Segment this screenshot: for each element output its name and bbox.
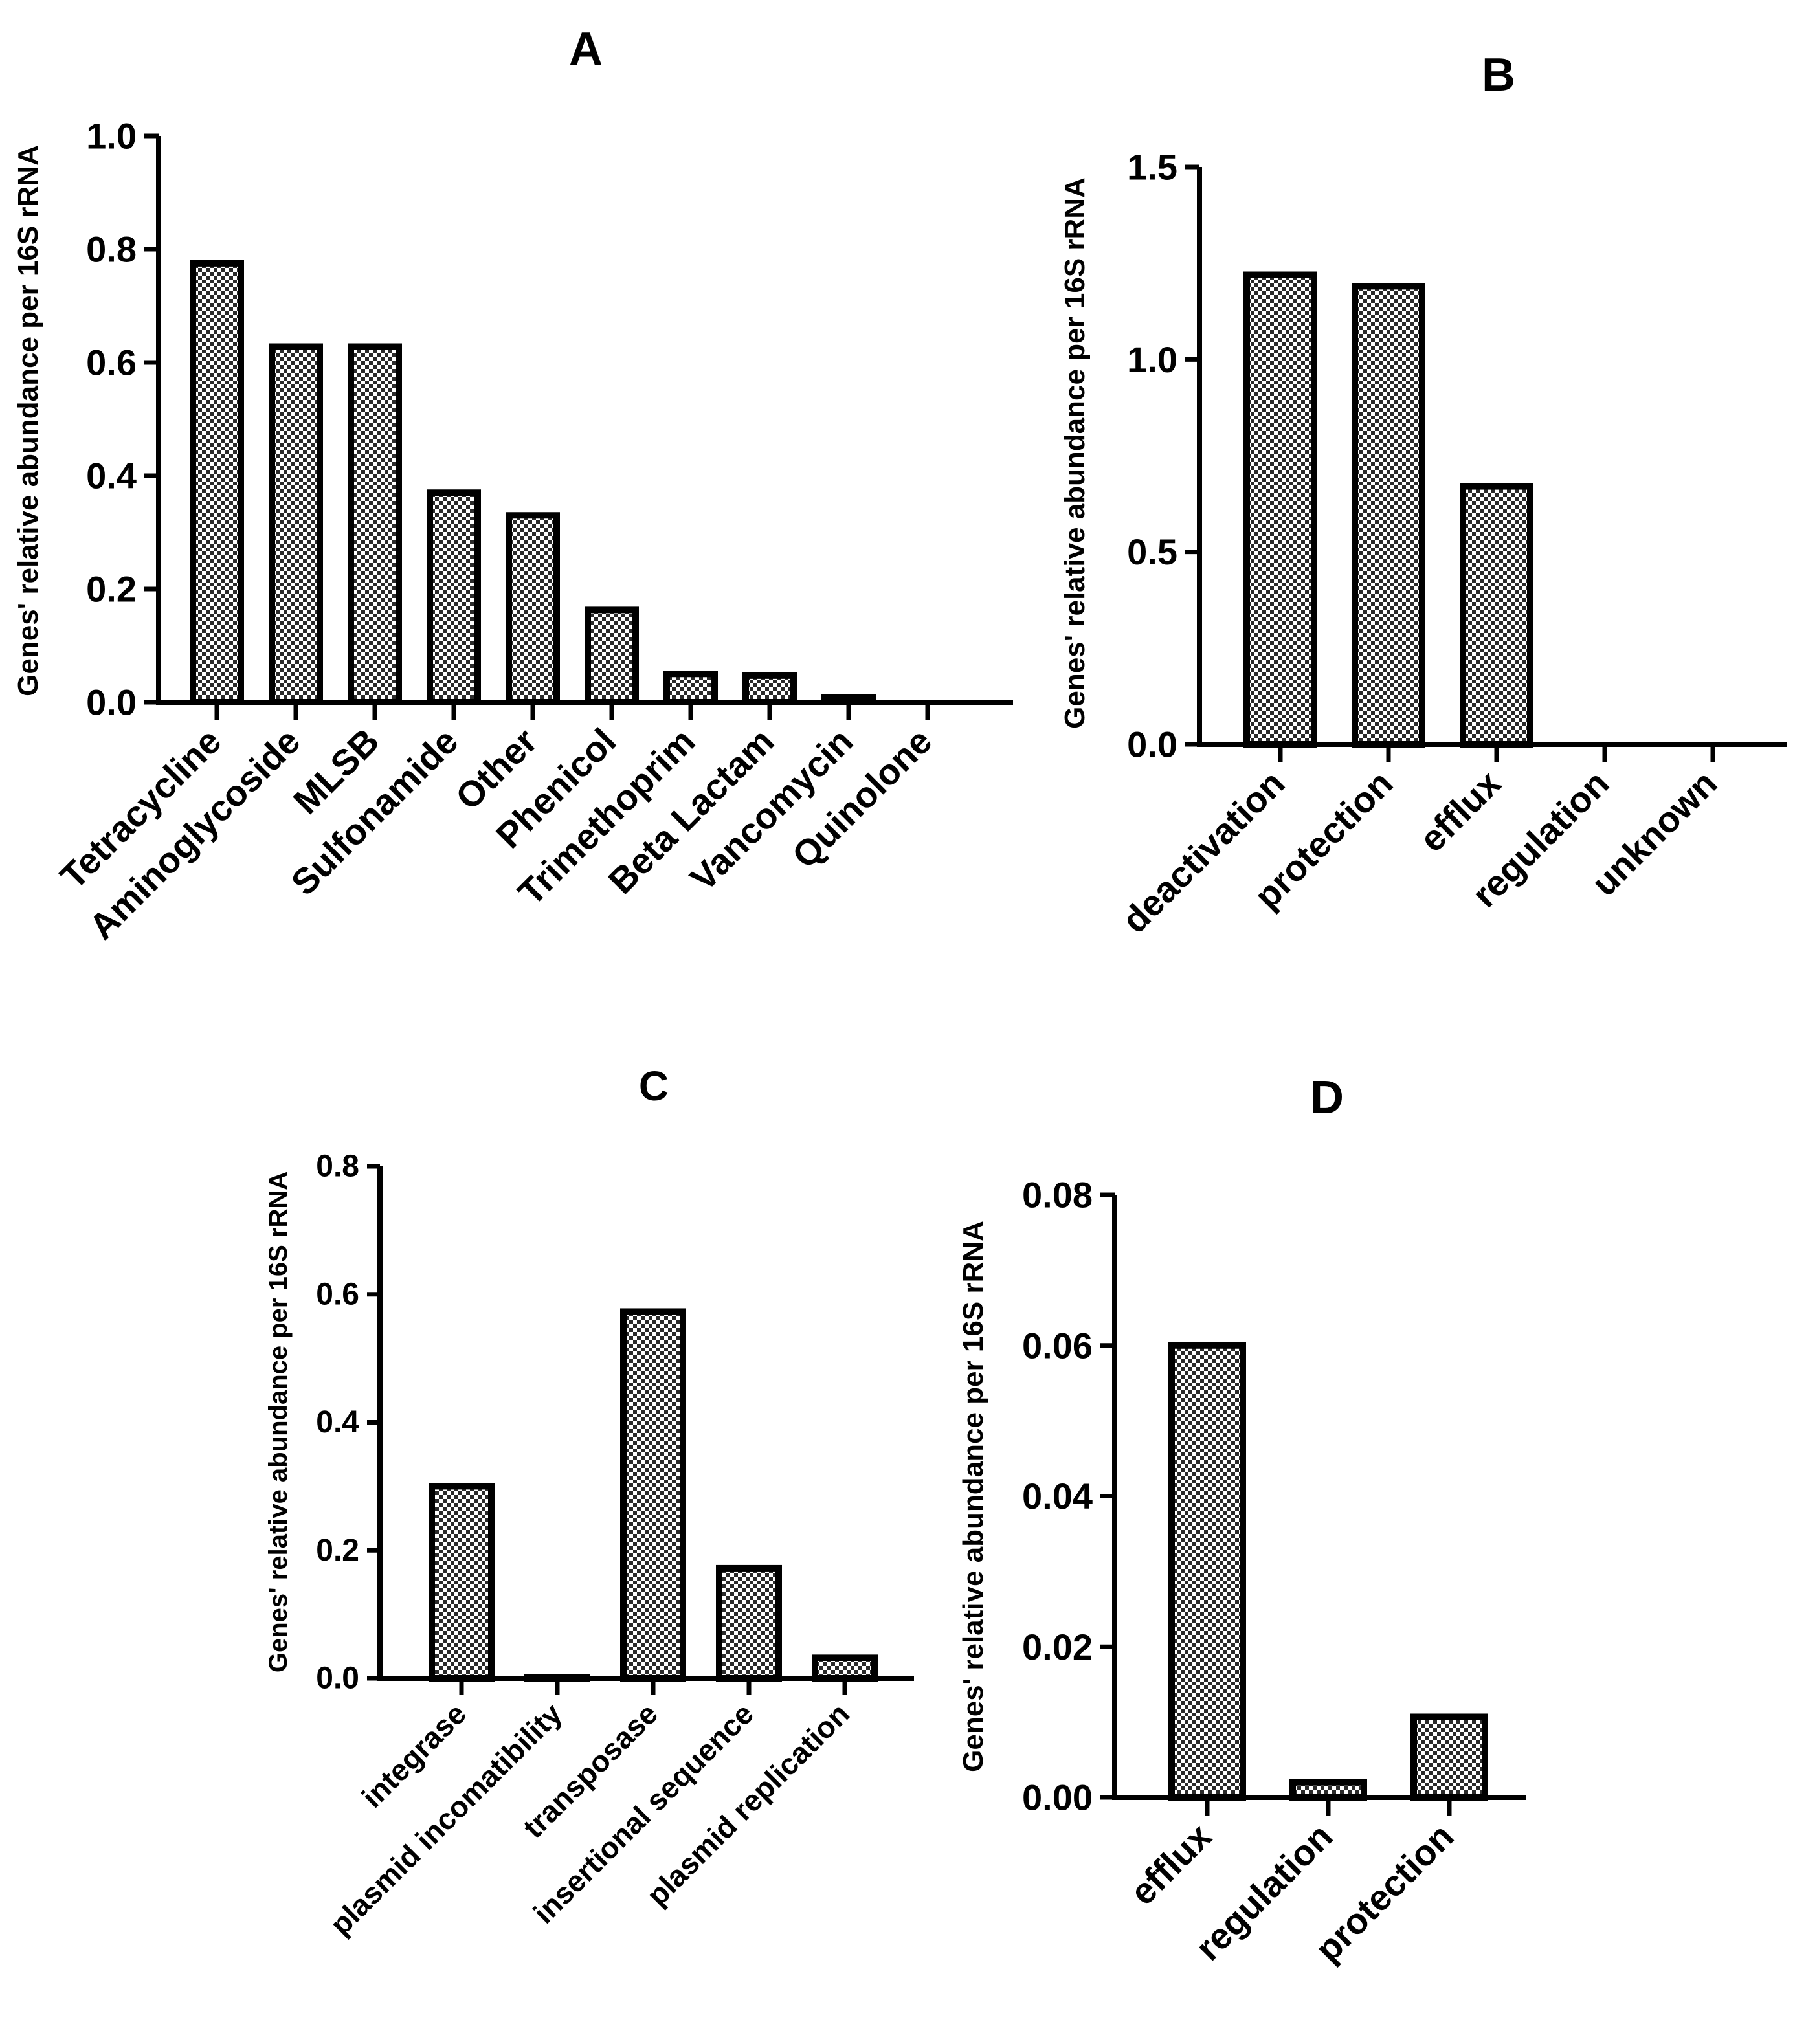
panel-c-chart: C Genes' relative abundance per 16S rRNA 0… <box>264 1063 914 1942</box>
panel-a-y-tick-label-5: 0.8 <box>86 229 137 270</box>
panel-a-bar-8 <box>742 672 797 705</box>
panel-d-bar-1 <box>1168 1342 1246 1801</box>
panel-a-y-tick-label-4: 0.6 <box>86 342 137 383</box>
panel-a-bar-6 <box>585 606 639 705</box>
panel-d-y-tick-label-3: 0.04 <box>1022 1476 1093 1516</box>
panel-d-y-tick-label-1: 0.00 <box>1022 1777 1093 1818</box>
panel-b-y-tick-label-3: 1.0 <box>1127 339 1177 380</box>
panel-b-y-tick-label-1: 0.0 <box>1127 724 1177 765</box>
panel-b-category-label-1: deactivation <box>1114 762 1293 941</box>
panel-b-bar-1 <box>1243 271 1317 748</box>
panel-a-y-axis-label: Genes' relative abundance per 16S rRNA <box>12 145 44 696</box>
panel-c-bar-1 <box>429 1483 495 1682</box>
panel-a-y-tick-label-1: 0.0 <box>86 682 137 723</box>
panel-b-y-tick-label-2: 0.5 <box>1127 531 1177 572</box>
panel-d-category-label-1: efflux <box>1122 1816 1219 1913</box>
panel-d-y-axis-label: Genes' relative abundance per 16S rRNA <box>957 1221 989 1772</box>
panel-a-y-tick-label-6: 1.0 <box>86 116 137 157</box>
panel-c-bar-5 <box>812 1654 878 1682</box>
panel-a-chart: A Genes' relative abundance per 16S rRNA 0… <box>12 23 1013 947</box>
panel-d-bar-3 <box>1410 1713 1488 1801</box>
panel-a-y-tick-label-3: 0.4 <box>86 456 137 496</box>
panel-c-bar-4 <box>716 1564 782 1682</box>
panel-d-chart: D Genes' relative abundance per 16S rRNA 0… <box>957 1072 1526 1970</box>
panel-a-bar-5 <box>506 512 560 705</box>
panel-d-y-tick-label-4: 0.06 <box>1022 1325 1093 1366</box>
panel-c-title: C <box>639 1063 669 1109</box>
panel-c-y-axis-label: Genes' relative abundance per 16S rRNA <box>264 1172 293 1672</box>
panel-b-y-tick-label-4: 1.5 <box>1127 147 1177 188</box>
panel-a-bar-4 <box>427 489 481 705</box>
panel-c-bar-3 <box>620 1308 686 1682</box>
panel-b-bar-3 <box>1460 483 1533 748</box>
panel-a-title: A <box>569 23 603 75</box>
panel-c-y-tick-label-2: 0.2 <box>316 1533 359 1568</box>
panel-c-y-tick-label-1: 0.0 <box>316 1661 359 1696</box>
panel-c-y-tick-label-5: 0.8 <box>316 1150 359 1184</box>
panel-d-y-tick-label-2: 0.02 <box>1022 1627 1093 1667</box>
panel-d-title: D <box>1310 1072 1344 1124</box>
panel-c-y-tick-label-4: 0.6 <box>316 1277 359 1311</box>
panel-b-category-label-3: efflux <box>1411 762 1508 860</box>
panel-b-y-axis-label: Genes' relative abundance per 16S rRNA <box>1059 177 1091 729</box>
panel-b-chart: B Genes' relative abundance per 16S rRNA 0… <box>1059 49 1787 941</box>
panel-a-bar-7 <box>663 671 718 705</box>
panel-c-y-tick-label-3: 0.4 <box>316 1405 359 1439</box>
panel-b-bar-2 <box>1352 283 1425 748</box>
panel-a-bar-1 <box>190 260 244 705</box>
panel-a-bar-3 <box>348 343 402 705</box>
panel-a-y-tick-label-2: 0.2 <box>86 569 137 610</box>
panel-a-bar-2 <box>269 343 323 705</box>
panel-b-title: B <box>1482 49 1515 101</box>
panel-d-y-tick-label-5: 0.08 <box>1022 1175 1093 1216</box>
